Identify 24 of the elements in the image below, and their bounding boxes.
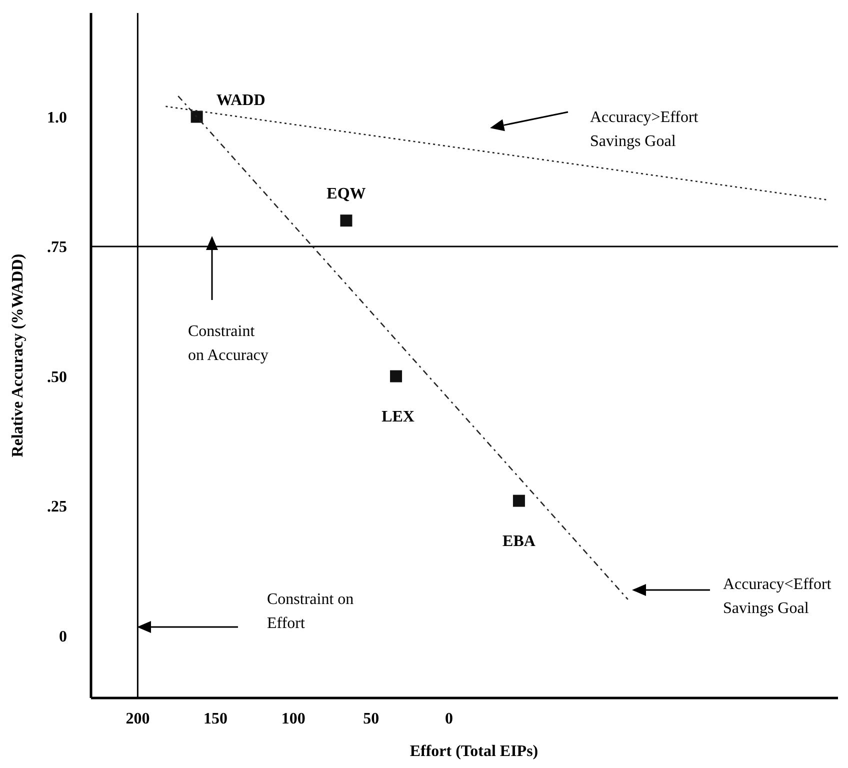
point [190,110,203,123]
x-tick-label: 200 [126,710,150,728]
x-tick-label: 50 [363,710,380,728]
y-tick-label: .25 [47,498,67,516]
annotation: Constraint on Effort [267,591,354,632]
point [390,370,402,382]
point [340,214,352,227]
annotation: LEX [382,408,415,426]
x-tick-label: 0 [444,710,453,728]
y-tick-label: 0 [59,628,67,646]
annotation: EBA [502,532,536,550]
annotation: EQW [326,186,366,203]
y-tick-label: .75 [47,239,67,256]
y-tick-label: .50 [47,368,67,386]
annotation: Constraint on Accuracy [188,323,268,364]
annotation: Accuracy<Effort Savings Goal [723,576,832,617]
point [512,494,525,507]
x-axis-title: Effort (Total EIPs) [410,743,538,760]
x-tick-label: 150 [204,710,228,728]
annotation: WADD [216,92,266,109]
annotation: Accuracy>Effort Savings Goal [590,109,699,150]
y-tick-label: 1.0 [47,109,67,126]
y-axis-title: Relative Accuracy (%WADD) [10,254,27,458]
x-tick-label: 100 [281,710,306,728]
